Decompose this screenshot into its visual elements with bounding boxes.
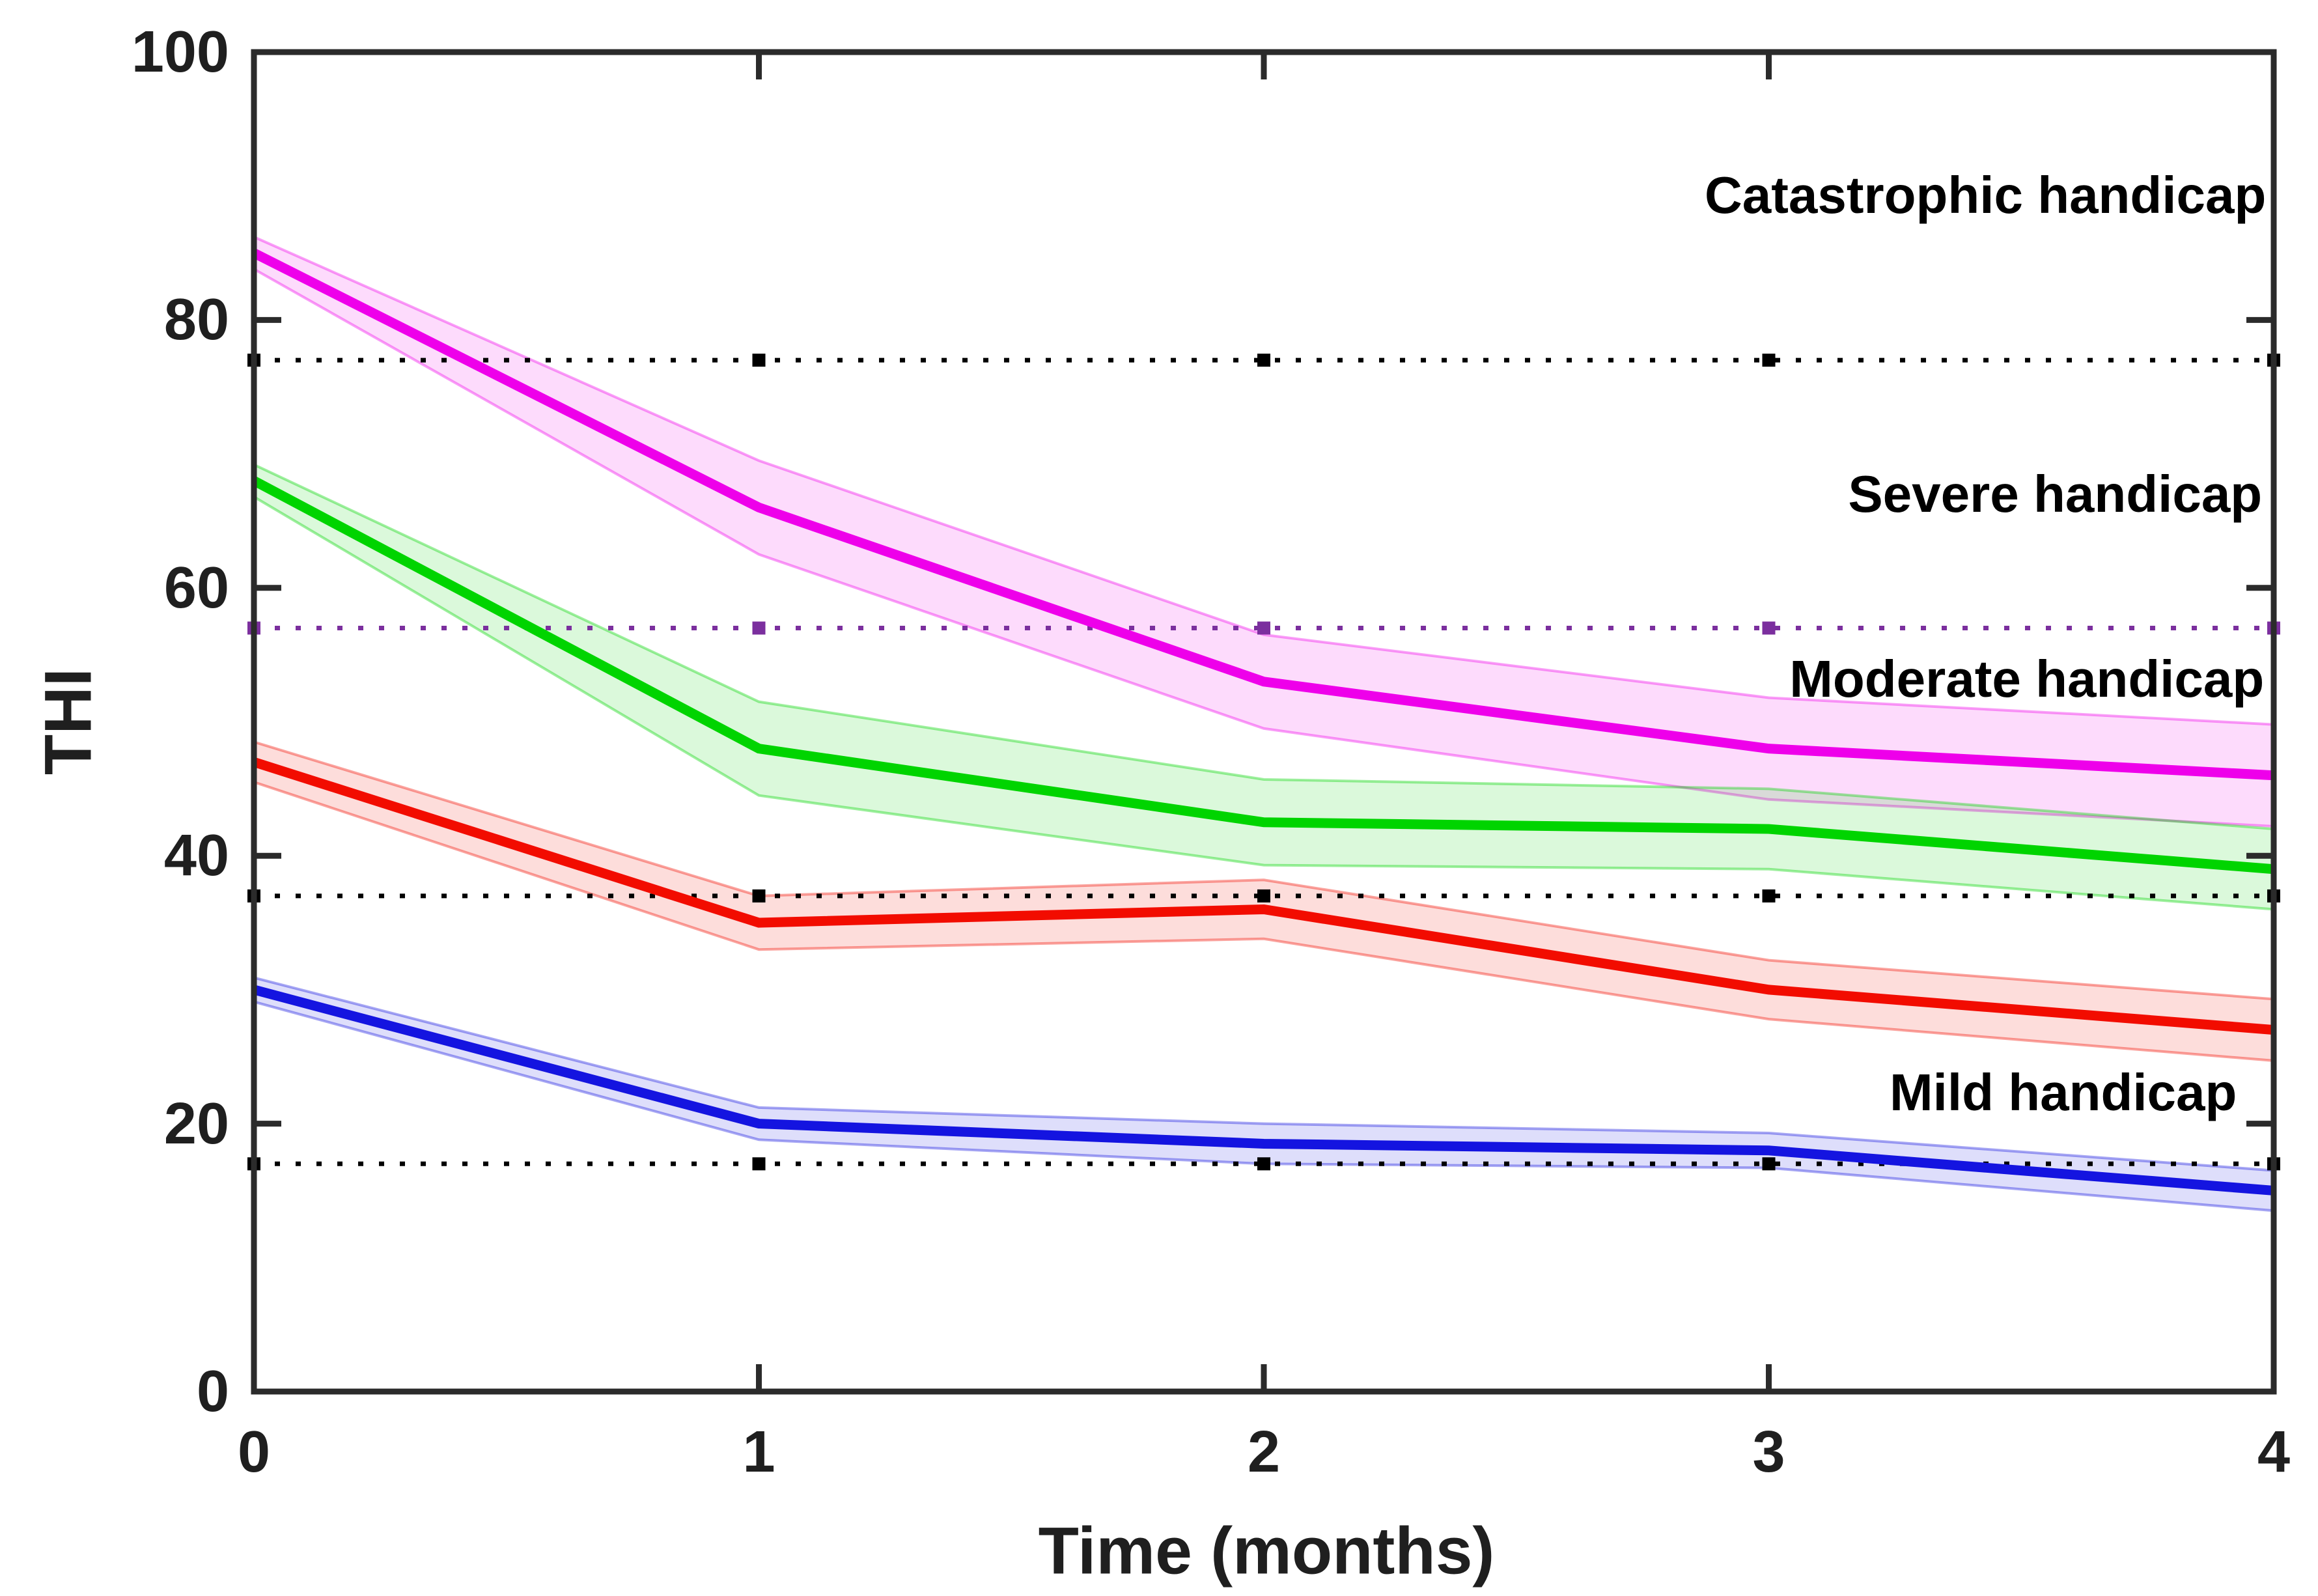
moderate-handicap-line	[252, 757, 2274, 1035]
reference-marker	[1257, 621, 1270, 635]
annotation-severe-handicap: Severe handicap	[1848, 464, 2263, 523]
reference-marker	[1257, 1157, 1270, 1171]
y-tick-label-80: 80	[163, 287, 229, 353]
reference-marker	[752, 621, 766, 635]
reference-marker	[1257, 354, 1270, 367]
y-tick-label-20: 20	[163, 1091, 229, 1156]
annotation-catastrophic-handicap: Catastrophic handicap	[1704, 166, 2267, 225]
reference-marker	[1762, 621, 1776, 635]
y-axis-title: THI	[31, 667, 105, 776]
catastrophic-handicap-ci-band	[253, 234, 2275, 828]
reference-marker	[1762, 354, 1776, 367]
reference-marker	[752, 889, 766, 903]
reference-marker	[752, 354, 766, 367]
annotation-moderate-handicap: Moderate handicap	[1789, 649, 2265, 708]
x-axis-title: Time (months)	[1038, 1513, 1495, 1588]
x-tick-label-3: 3	[1752, 1420, 1785, 1485]
reference-marker	[1762, 889, 1776, 903]
y-tick-label-40: 40	[163, 823, 229, 889]
x-tick-label-0: 0	[237, 1420, 271, 1485]
x-tick-label-4: 4	[2257, 1420, 2291, 1485]
catastrophic-handicap-line	[251, 248, 2274, 781]
y-tick-label-100: 100	[131, 20, 229, 85]
mild-handicap-line	[253, 985, 2274, 1196]
severe-handicap-line	[251, 476, 2274, 875]
x-tick-label-1: 1	[742, 1420, 775, 1485]
reference-marker	[752, 1157, 766, 1171]
reference-marker	[1257, 889, 1270, 903]
annotation-mild-handicap: Mild handicap	[1890, 1063, 2237, 1122]
y-tick-label-60: 60	[163, 555, 229, 621]
y-tick-label-0: 0	[196, 1359, 229, 1424]
x-tick-label-2: 2	[1247, 1420, 1281, 1485]
reference-marker	[1762, 1157, 1776, 1171]
